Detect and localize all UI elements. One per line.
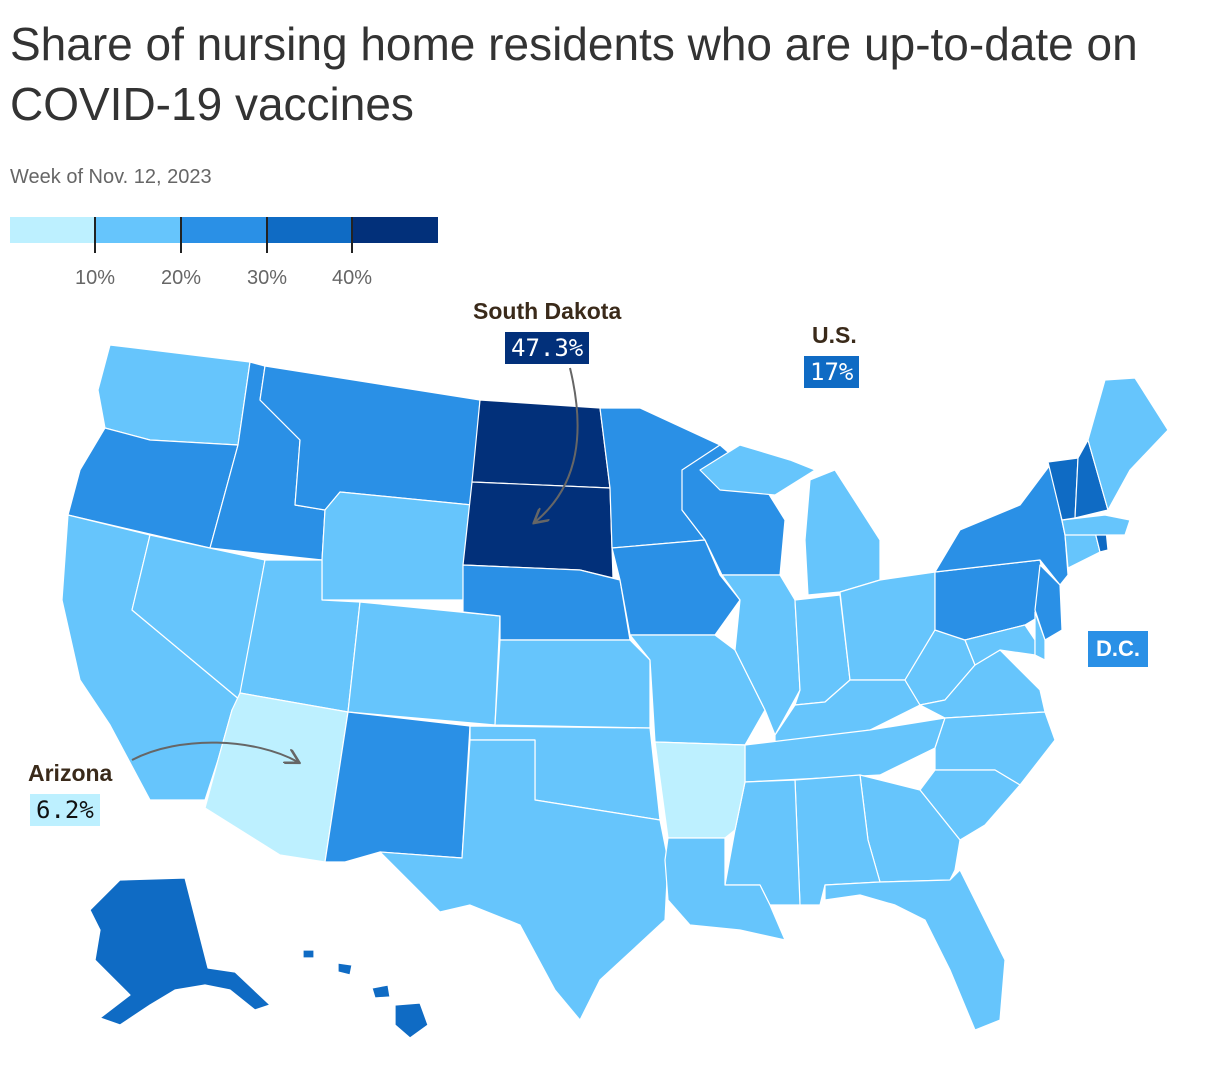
state-south-dakota xyxy=(462,481,614,579)
state-connecticut xyxy=(1064,531,1101,569)
south-dakota-arrow xyxy=(535,367,579,522)
callout-south-dakota-name: South Dakota xyxy=(473,298,622,324)
dc-badge: D.C. xyxy=(1088,631,1148,667)
legend-label-40: 40% xyxy=(331,267,373,289)
us-choropleth-map xyxy=(61,344,1169,1039)
state-washington xyxy=(97,344,251,446)
legend-label-10: 10% xyxy=(74,267,116,289)
legend-tick-30 xyxy=(266,217,268,253)
chart-subtitle: Week of Nov. 12, 2023 xyxy=(10,166,212,188)
state-texas xyxy=(379,739,669,1021)
state-new-jersey xyxy=(1034,564,1063,641)
legend-tick-10 xyxy=(94,217,96,253)
state-missouri xyxy=(629,634,766,746)
legend-label-20: 20% xyxy=(160,267,202,289)
state-florida xyxy=(824,869,1006,1031)
legend-bin-2 xyxy=(181,217,267,243)
legend-bin-3 xyxy=(266,217,353,243)
state-michigan-lower xyxy=(804,469,881,596)
state-arkansas xyxy=(654,741,746,839)
state-hawaii-maui xyxy=(371,984,391,999)
state-north-dakota xyxy=(471,399,611,489)
state-pennsylvania xyxy=(934,559,1051,641)
legend-tick-40 xyxy=(351,217,353,253)
legend-label-30: 30% xyxy=(246,267,288,289)
state-hawaii-oahu xyxy=(337,962,353,976)
callout-arizona-name: Arizona xyxy=(28,760,113,786)
legend-bar xyxy=(10,217,438,243)
color-legend: 10% 20% 30% 40% xyxy=(10,217,438,297)
state-hawaii-kauai xyxy=(302,949,315,959)
legend-tick-20 xyxy=(180,217,182,253)
state-hawaii xyxy=(394,1002,429,1039)
state-massachusetts xyxy=(1061,514,1131,536)
state-michigan-upper xyxy=(699,444,816,496)
callout-south-dakota-value: 47.3% xyxy=(505,332,590,364)
state-wyoming xyxy=(321,491,473,601)
chart-title: Share of nursing home residents who are … xyxy=(10,18,1138,130)
callout-us-name: U.S. xyxy=(812,322,857,348)
state-delaware xyxy=(1034,611,1046,661)
legend-bin-1 xyxy=(95,217,182,243)
state-maine xyxy=(1087,377,1169,511)
callout-us-value: 17% xyxy=(804,356,860,388)
state-new-mexico xyxy=(324,711,471,863)
state-alaska xyxy=(89,877,271,1026)
arizona-arrow xyxy=(131,741,298,762)
state-louisiana xyxy=(664,837,786,941)
legend-bin-4 xyxy=(352,217,438,243)
callout-arizona-value: 6.2% xyxy=(30,794,100,826)
legend-bin-0 xyxy=(10,217,96,243)
state-colorado xyxy=(347,601,501,726)
state-kansas xyxy=(494,639,651,729)
